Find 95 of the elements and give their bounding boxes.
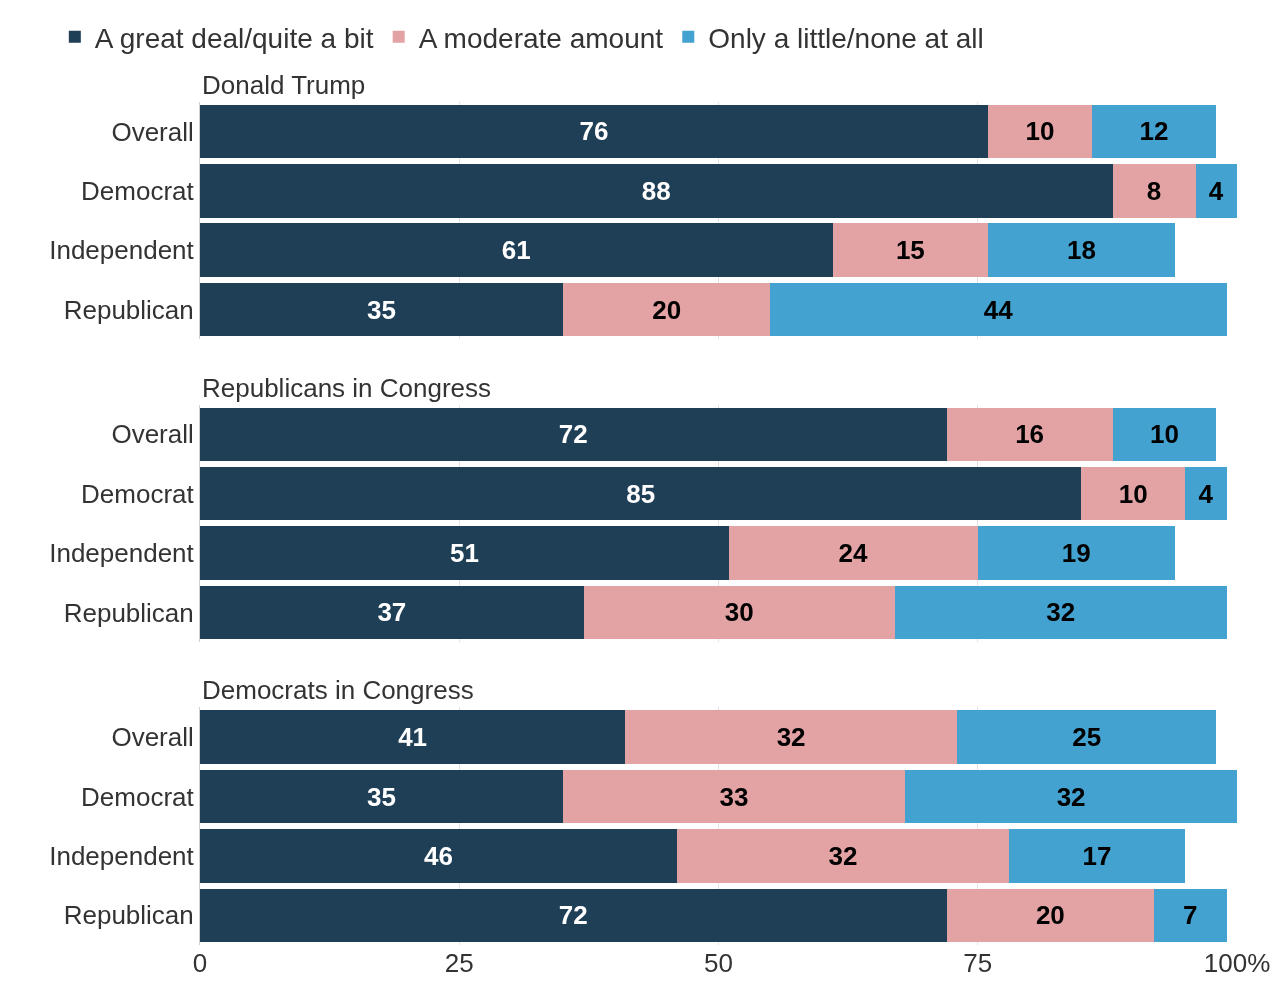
data-label: 85 [626,478,656,509]
data-label: 32 [776,722,806,753]
data-label: 10 [1149,419,1179,450]
data-label: 4 [1208,175,1224,206]
data-label: 44 [983,294,1014,325]
data-label: 32 [1056,781,1086,812]
bar [1195,164,1237,218]
legend-label: A moderate amount [418,22,664,54]
bar [677,829,1009,883]
bar [200,769,563,824]
bar [894,585,1227,640]
data-label: 15 [895,235,925,266]
x-tick-label: 25 [444,948,474,978]
data-label: 8 [1146,175,1162,206]
bar [1008,829,1186,883]
y-tick-label: Democrat [81,478,195,509]
data-label: 20 [1035,900,1065,931]
bar [728,526,978,580]
data-label: 37 [377,597,407,628]
data-label: 10 [1025,116,1055,147]
bar [1185,466,1227,521]
y-tick-label: Democrat [81,175,195,206]
data-label: 12 [1139,116,1169,147]
data-label: 33 [719,781,749,812]
bar [1112,164,1196,218]
bar [200,104,989,159]
x-tick-label: 75 [963,948,993,978]
bar [832,223,989,277]
data-label: 32 [828,840,858,871]
legend-label: A great deal/quite a bit [94,22,374,54]
data-label: 4 [1198,478,1214,509]
data-label: 16 [1015,419,1045,450]
y-tick-label: Independent [49,235,195,266]
data-label: 17 [1082,840,1112,871]
x-tick-label: 0 [192,948,208,978]
data-label: 30 [724,597,754,628]
y-tick-label: Democrat [81,781,195,812]
y-tick-label: Republican [63,900,194,931]
bar [988,223,1175,277]
bar [200,888,947,943]
data-label: 46 [424,840,453,871]
bar [957,710,1217,764]
data-label: 24 [838,538,869,569]
bar [977,526,1175,580]
bar [1081,466,1186,521]
bar [200,526,729,580]
x-tick-label: 50 [704,948,733,978]
data-label: 72 [558,900,588,931]
data-label: 61 [501,235,531,266]
bar [200,710,626,764]
bar [200,829,678,883]
bar [200,282,563,337]
data-label: 35 [367,781,396,812]
data-label: 10 [1118,478,1148,509]
data-label: 51 [449,538,479,569]
bar [770,282,1227,337]
bar [988,104,1092,159]
y-tick-label: Independent [49,841,195,872]
y-tick-label: Overall [111,116,194,147]
bar [562,282,771,337]
data-label: 20 [652,294,682,325]
chart-title: Donald Trump [202,70,366,100]
bar [200,585,584,640]
y-tick-label: Independent [49,538,195,569]
bar [1112,407,1217,462]
data-label: 25 [1072,722,1102,753]
bar [946,888,1155,943]
bar [562,769,906,824]
data-label: 76 [579,116,609,147]
bar [946,407,1113,462]
bar [583,585,895,640]
bar [200,164,1113,218]
bar [200,466,1082,521]
data-label: 32 [1046,597,1076,628]
data-label: 7 [1183,900,1198,931]
y-tick-label: Republican [63,597,194,628]
legend-label: Only a little/none at all [708,22,984,54]
data-label: 18 [1066,235,1096,266]
data-label: 19 [1061,538,1091,569]
bar [200,223,833,277]
data-label: 41 [398,722,428,753]
bar [1154,888,1227,943]
bar [1091,104,1217,159]
y-tick-label: Overall [111,722,194,753]
bar [625,710,958,764]
chart-title: Democrats in Congress [202,675,474,705]
data-label: 88 [641,175,671,206]
data-label: 35 [367,294,396,325]
bar [905,769,1237,824]
bar [200,407,947,462]
data-label: 72 [558,419,588,450]
x-tick-label: 100% [1203,948,1271,978]
y-tick-label: Overall [111,419,194,450]
chart-title: Republicans in Congress [202,373,492,403]
y-tick-label: Republican [63,294,194,325]
